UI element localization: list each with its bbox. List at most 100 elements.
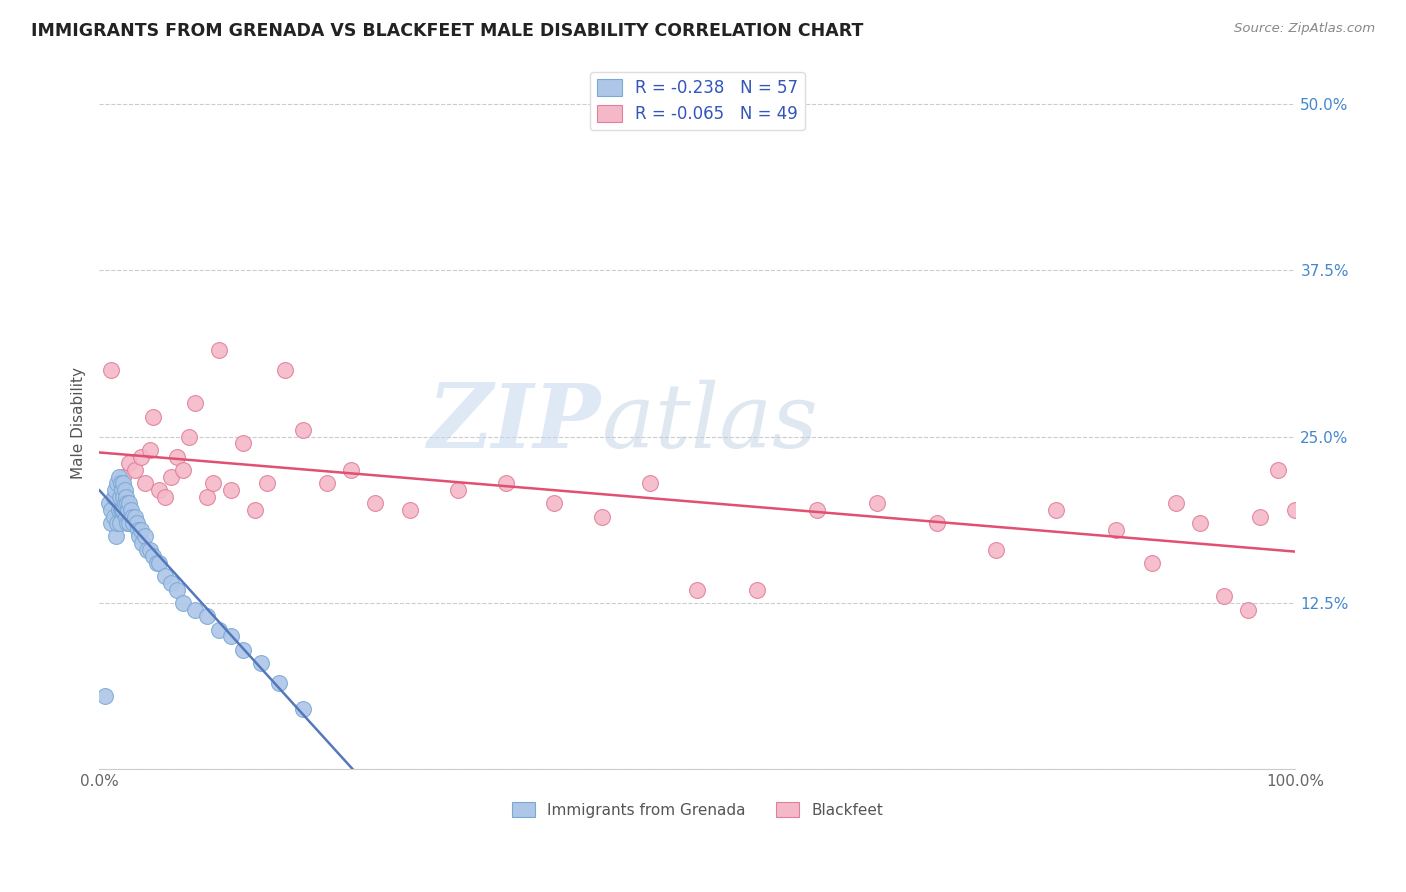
Point <box>129 523 152 537</box>
Point <box>208 623 231 637</box>
Point <box>114 509 136 524</box>
Point <box>142 409 165 424</box>
Point <box>107 503 129 517</box>
Point <box>184 602 207 616</box>
Point <box>686 582 709 597</box>
Point <box>179 430 201 444</box>
Point <box>291 423 314 437</box>
Point <box>146 556 169 570</box>
Point <box>110 503 132 517</box>
Point <box>112 490 135 504</box>
Point <box>100 503 122 517</box>
Point <box>195 490 218 504</box>
Point <box>105 516 128 531</box>
Point <box>105 529 128 543</box>
Point <box>103 509 125 524</box>
Y-axis label: Male Disability: Male Disability <box>72 368 86 479</box>
Point <box>114 496 136 510</box>
Point <box>160 576 183 591</box>
Point <box>108 490 131 504</box>
Point <box>315 476 337 491</box>
Point <box>243 503 266 517</box>
Point <box>148 556 170 570</box>
Point <box>131 536 153 550</box>
Point <box>447 483 470 497</box>
Point <box>117 503 139 517</box>
Point <box>94 689 117 703</box>
Point <box>160 469 183 483</box>
Point <box>1212 590 1234 604</box>
Point <box>115 496 138 510</box>
Point <box>148 483 170 497</box>
Point <box>100 363 122 377</box>
Point <box>291 702 314 716</box>
Point <box>399 503 422 517</box>
Point <box>172 596 194 610</box>
Point <box>138 442 160 457</box>
Point <box>866 496 889 510</box>
Point <box>111 503 134 517</box>
Point <box>155 490 177 504</box>
Point <box>1164 496 1187 510</box>
Point <box>108 516 131 531</box>
Point <box>100 516 122 531</box>
Point <box>219 483 242 497</box>
Point <box>1267 463 1289 477</box>
Point <box>118 456 141 470</box>
Point <box>250 656 273 670</box>
Point <box>122 516 145 531</box>
Point <box>120 503 142 517</box>
Point <box>112 476 135 491</box>
Point <box>138 542 160 557</box>
Point <box>1284 503 1306 517</box>
Point <box>1105 523 1128 537</box>
Point <box>274 363 297 377</box>
Point <box>747 582 769 597</box>
Point <box>232 642 254 657</box>
Point <box>806 503 828 517</box>
Point <box>166 450 188 464</box>
Point <box>104 483 127 497</box>
Point <box>142 549 165 564</box>
Point <box>267 675 290 690</box>
Point <box>543 496 565 510</box>
Point <box>136 542 159 557</box>
Point <box>107 469 129 483</box>
Point <box>103 490 125 504</box>
Point <box>202 476 225 491</box>
Point <box>495 476 517 491</box>
Point <box>208 343 231 358</box>
Text: ZIP: ZIP <box>429 380 602 467</box>
Legend: Immigrants from Grenada, Blackfeet: Immigrants from Grenada, Blackfeet <box>506 796 889 824</box>
Text: IMMIGRANTS FROM GRENADA VS BLACKFEET MALE DISABILITY CORRELATION CHART: IMMIGRANTS FROM GRENADA VS BLACKFEET MAL… <box>31 22 863 40</box>
Point <box>114 490 136 504</box>
Point <box>172 463 194 477</box>
Point <box>638 476 661 491</box>
Point <box>129 450 152 464</box>
Point <box>219 629 242 643</box>
Point <box>155 569 177 583</box>
Point <box>232 436 254 450</box>
Point <box>986 542 1008 557</box>
Point <box>114 483 136 497</box>
Point <box>127 523 149 537</box>
Point <box>115 516 138 531</box>
Point <box>1236 602 1258 616</box>
Point <box>339 463 361 477</box>
Point <box>184 396 207 410</box>
Point <box>118 516 141 531</box>
Text: atlas: atlas <box>602 380 817 467</box>
Point <box>98 496 121 510</box>
Point <box>112 469 135 483</box>
Point <box>124 509 146 524</box>
Point <box>166 582 188 597</box>
Point <box>105 476 128 491</box>
Point <box>128 529 150 543</box>
Text: Source: ZipAtlas.com: Source: ZipAtlas.com <box>1234 22 1375 36</box>
Point <box>118 496 141 510</box>
Point <box>1045 503 1067 517</box>
Point <box>112 503 135 517</box>
Point <box>925 516 948 531</box>
Point <box>1188 516 1211 531</box>
Point <box>363 496 385 510</box>
